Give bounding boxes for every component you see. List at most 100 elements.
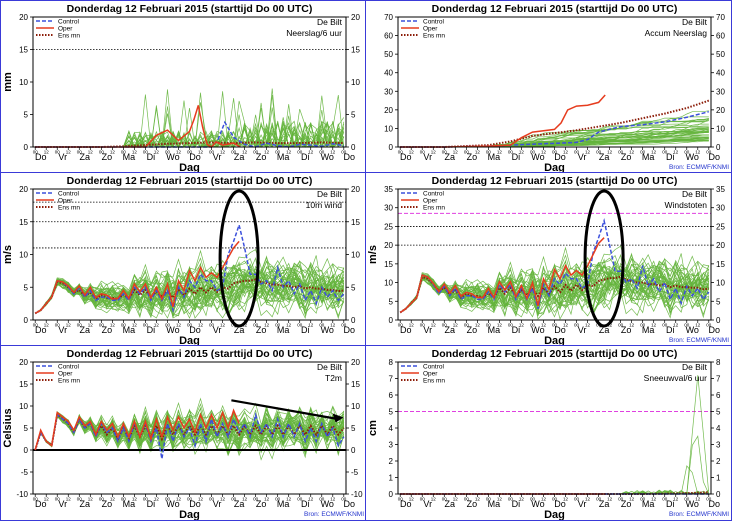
snow-xtick-hour: 00 [662, 497, 668, 502]
accum-ytick-label-right: 50 [716, 50, 725, 59]
gust-xtick-hour: 12 [651, 323, 657, 328]
snow-xtick-hour: 12 [453, 497, 459, 502]
t2m-ytick-label-left: 20 [19, 358, 28, 367]
precip-xtick-hour: 00 [55, 150, 61, 155]
snow-xtick-hour: 00 [552, 497, 558, 502]
gust-ytick-label-right: 5 [716, 297, 721, 306]
gust-legend-label: Ens mn [423, 204, 445, 211]
t2m-day-label: Wo [321, 499, 334, 509]
wind-ytick-label-left: 0 [24, 316, 29, 325]
t2m-day-label: Do [35, 499, 47, 509]
precip-xtick-hour: 00 [77, 150, 83, 155]
precip-xtick-hour: 00 [253, 150, 259, 155]
accum-ytick-label-left: 70 [384, 13, 393, 22]
wind-xtick-hour: 12 [132, 323, 138, 328]
precip-ytick-label-left: 20 [19, 13, 28, 22]
gust-ytick-label-left: 5 [389, 297, 394, 306]
accum-ytick-label-left: 40 [384, 69, 393, 78]
t2m-ytick-label-right: -5 [351, 468, 359, 477]
t2m-trend-arrowhead [332, 413, 344, 423]
gust-ytick-label-left: 15 [384, 260, 393, 269]
accum-ytick-label-left: 20 [384, 106, 393, 115]
t2m-xtick-hour: 00 [121, 497, 127, 502]
precip-xtick-hour: 12 [242, 150, 248, 155]
gust-xtick-hour: 00 [684, 323, 690, 328]
wind-xtick-hour: 12 [44, 323, 50, 328]
chart-wind: Donderdag 12 Februari 2015 (starttijd Do… [2, 175, 360, 346]
accum-xlabel: Dag [544, 162, 565, 174]
gust-ytick-label-right: 15 [716, 260, 725, 269]
wind-xtick-hour: 12 [154, 323, 160, 328]
precip-xtick-hour: 00 [165, 150, 171, 155]
t2m-legend-label: Oper [58, 370, 73, 377]
precip-series-control [35, 120, 344, 148]
accum-source-label: Bron: ECMWF/KNMI [669, 164, 729, 171]
gust-legend-label: Oper [423, 197, 438, 204]
gust-xtick-hour: 12 [695, 323, 701, 328]
gust-ytick-label-right: 20 [716, 241, 725, 250]
wind-ytick-label-left: 10 [19, 251, 28, 260]
snow-ytick-label-right: 6 [716, 391, 721, 400]
wind-xtick-hour: 12 [286, 323, 292, 328]
wind-ytick-label-left: 5 [24, 283, 29, 292]
gust-xtick-hour: 00 [640, 323, 646, 328]
accum-ytick-label-right: 20 [716, 106, 725, 115]
snow-day-label: Vr [423, 499, 432, 509]
gust-day-label: Do [709, 325, 721, 335]
precip-day-label: Di [301, 152, 310, 162]
wind-day-label: Wo [321, 325, 334, 335]
snow-legend-label: Ens mn [423, 377, 445, 384]
gust-day-label: Za [445, 325, 456, 335]
precip-ytick-label-right: 15 [351, 46, 360, 55]
accum-xtick-hour: 00 [618, 150, 624, 155]
accum-day-label: Za [445, 152, 456, 162]
snow-xtick-hour: 12 [673, 497, 679, 502]
t2m-day-label: Do [344, 499, 356, 509]
t2m-xtick-hour: 00 [341, 497, 347, 502]
accum-day-label: Zo [621, 152, 632, 162]
gust-day-label: Di [512, 325, 520, 335]
gust-day-label: Zo [467, 325, 478, 335]
t2m-xtick-hour: 00 [209, 497, 215, 502]
gust-series-control [399, 217, 710, 314]
accum-day-label: Do [400, 152, 412, 162]
accum-series-oper [400, 94, 606, 148]
t2m-xtick-hour: 00 [99, 497, 105, 502]
gust-ytick-label-left: 25 [384, 222, 393, 231]
snow-day-label: Zo [467, 499, 478, 509]
snow-xlabel: Dag [544, 509, 565, 521]
snow-day-label: Wo [531, 499, 544, 509]
t2m-ytick-label-left: 5 [24, 424, 29, 433]
gust-xtick-hour: 00 [486, 323, 492, 328]
gust-xtick-hour: 00 [508, 323, 514, 328]
snow-xtick-hour: 12 [629, 497, 635, 502]
snow-ytick-label-left: 2 [389, 457, 394, 466]
wind-xtick-hour: 00 [121, 323, 127, 328]
accum-day-label: Vr [423, 152, 432, 162]
accum-xtick-hour: 12 [453, 150, 459, 155]
t2m-day-label: Ma [277, 499, 290, 509]
gust-variable-label: Windstoten [664, 200, 707, 210]
snow-xtick-hour: 00 [596, 497, 602, 502]
gust-day-label: Do [554, 325, 566, 335]
t2m-ytick-label-left: 10 [19, 402, 28, 411]
t2m-xtick-hour: 12 [44, 497, 50, 502]
wind-xtick-hour: 00 [77, 323, 83, 328]
snow-ytick-label-right: 0 [716, 490, 721, 499]
snow-location-label: De Bilt [682, 362, 708, 372]
t2m-xtick-hour: 12 [88, 497, 94, 502]
snow-xtick-hour: 12 [541, 497, 547, 502]
t2m-xtick-hour: 12 [154, 497, 160, 502]
precip-xtick-hour: 12 [88, 150, 94, 155]
panel-accum: Donderdag 12 Februari 2015 (starttijd Do… [365, 0, 732, 174]
gust-day-label: Ma [488, 325, 501, 335]
accum-day-label: Ma [642, 152, 655, 162]
gust-series-oper [399, 237, 605, 314]
precip-xtick-hour: 12 [110, 150, 116, 155]
gust-ensemble-member [400, 268, 710, 316]
snow-xtick-hour: 12 [695, 497, 701, 502]
panel-snow: Donderdag 12 Februari 2015 (starttijd Do… [365, 345, 732, 521]
precip-xtick-hour: 00 [143, 150, 149, 155]
snow-ytick-label-left: 0 [389, 490, 394, 499]
accum-ytick-label-left: 30 [384, 87, 393, 96]
